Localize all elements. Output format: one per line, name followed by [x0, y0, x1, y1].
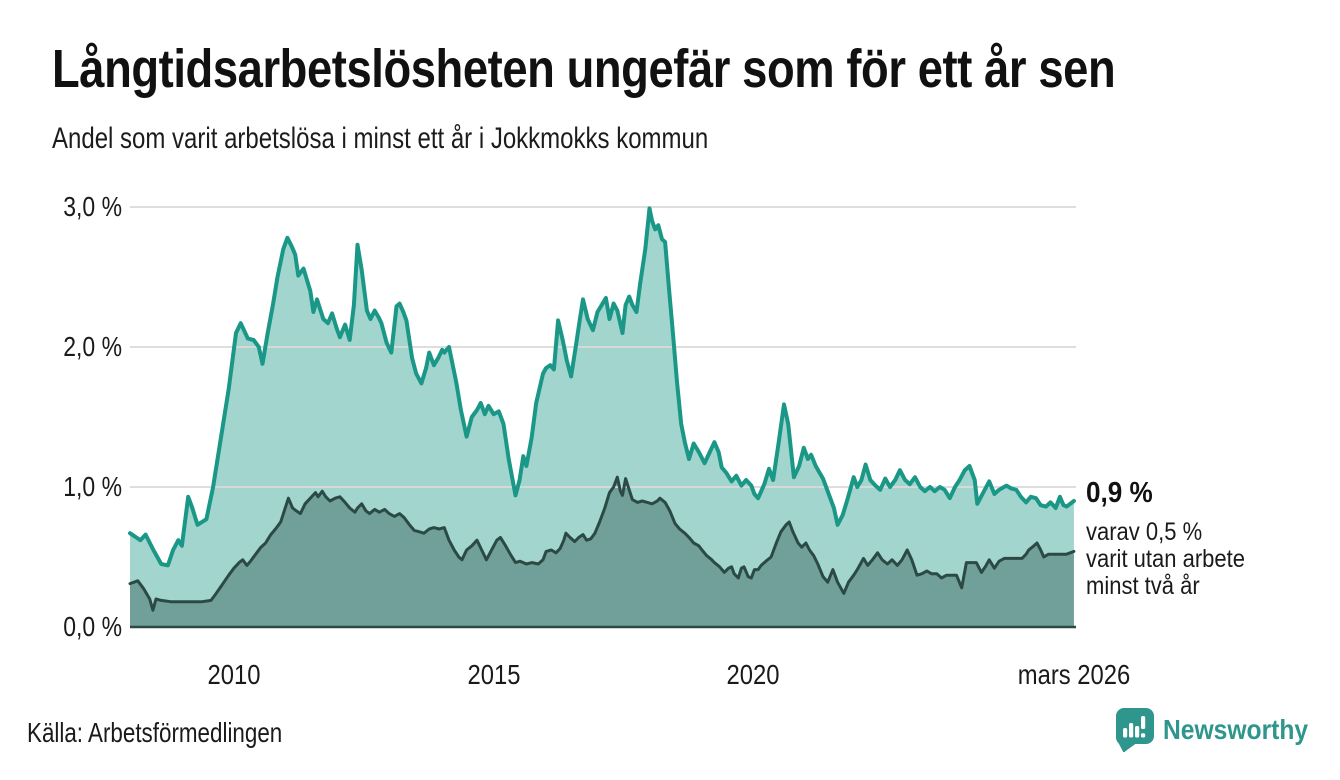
newsworthy-logo[interactable]: Newsworthy	[1116, 708, 1328, 752]
y-axis-tick-label: 1,0 %	[63, 471, 122, 502]
end-value-detail: varav 0,5 % varit utan arbete minst två …	[1086, 519, 1245, 600]
x-axis-tick-label: 2015	[467, 659, 521, 690]
page-title: Långtidsarbetslösheten ungefär som för e…	[52, 39, 1116, 99]
end-value-detail-line: varav 0,5 %	[1086, 518, 1203, 546]
end-value-detail-line: minst två år	[1086, 572, 1200, 600]
area-fill-series-1	[130, 477, 1074, 627]
y-axis-tick-label: 3,0 %	[63, 191, 122, 222]
newsworthy-bubble-icon	[1116, 708, 1154, 752]
y-axis-tick-label: 0,0 %	[63, 611, 122, 642]
series-line-1	[128, 475, 1076, 612]
x-axis-tick-label: 2010	[207, 659, 261, 690]
end-value-detail-line: varit utan arbete	[1086, 545, 1245, 573]
series-line-0	[128, 206, 1076, 568]
x-axis-tick-label: mars 2026	[1017, 659, 1131, 690]
x-axis-tick-label: 2020	[726, 659, 780, 690]
source-note: Källa: Arbetsförmedlingen	[27, 717, 283, 748]
end-value-label: 0,9 %	[1086, 477, 1153, 509]
newsworthy-wordmark: Newsworthy	[1163, 714, 1309, 745]
y-axis-tick-label: 2,0 %	[63, 331, 122, 362]
page-subtitle: Andel som varit arbetslösa i minst ett å…	[52, 122, 709, 155]
